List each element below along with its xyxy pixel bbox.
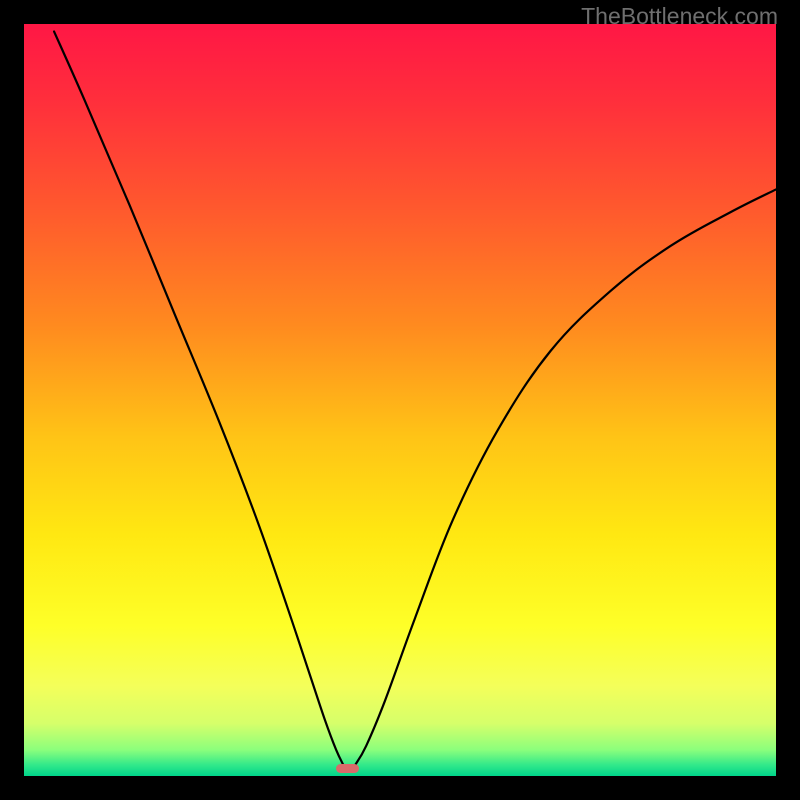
plot-area bbox=[24, 24, 776, 776]
bottleneck-curve-left bbox=[54, 32, 344, 766]
watermark-text: TheBottleneck.com bbox=[581, 3, 778, 30]
minimum-marker bbox=[336, 764, 359, 774]
bottleneck-curve-right bbox=[355, 189, 776, 765]
chart-svg bbox=[24, 24, 776, 776]
